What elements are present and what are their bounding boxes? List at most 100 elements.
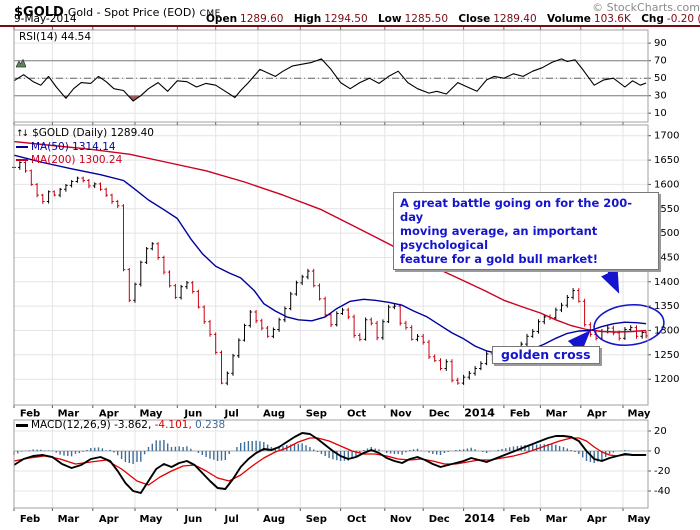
- xaxis-labels-middle: Feb Mar Apr May Jun Jul Aug Sep Oct Nov Dec 2014 Feb…: [20, 407, 651, 420]
- svg-text:Jul: Jul: [224, 409, 239, 420]
- svg-text:Apr: Apr: [99, 514, 119, 525]
- svg-text:Mar: Mar: [58, 409, 80, 420]
- golden-cross-box: golden cross: [492, 346, 600, 364]
- svg-text:-40: -40: [654, 486, 670, 497]
- price-legend-title: $GOLD (Daily): [32, 127, 108, 139]
- price-legend-row: ↑↓ $GOLD (Daily) 1289.40: [16, 127, 154, 141]
- signal-value: -4.101,: [154, 419, 192, 431]
- rsi-panel: 90 70 50 30 10: [13, 27, 667, 125]
- svg-text:Dec: Dec: [429, 514, 450, 525]
- svg-text:1450: 1450: [654, 253, 679, 264]
- svg-text:90: 90: [654, 38, 667, 49]
- svg-text:-20: -20: [654, 466, 670, 477]
- svg-text:Oct: Oct: [347, 514, 366, 525]
- quote-volume: Volume 103.6K: [547, 13, 631, 25]
- svg-text:1700: 1700: [654, 131, 679, 142]
- svg-text:1550: 1550: [654, 204, 679, 215]
- battle-annotation-box: A great battle going on for the 200-day …: [393, 192, 659, 270]
- svg-text:Jun: Jun: [183, 514, 202, 525]
- quote-low: Low 1285.50: [377, 13, 448, 25]
- battle-annotation-line3: feature for a gold bull market!: [400, 252, 598, 266]
- svg-text:Apr: Apr: [587, 514, 607, 525]
- symbol-label: $GOLD: [14, 5, 64, 20]
- battle-annotation-line2: moving average, an important psychologic…: [400, 224, 598, 252]
- svg-text:2014: 2014: [464, 512, 495, 525]
- svg-text:Nov: Nov: [390, 409, 412, 420]
- header-divider: [0, 25, 700, 27]
- svg-text:Apr: Apr: [587, 409, 607, 420]
- ma50-legend-row: MA(50) 1314.14: [16, 141, 154, 154]
- svg-text:Jun: Jun: [183, 409, 202, 420]
- svg-text:Mar: Mar: [546, 514, 568, 525]
- svg-text:1400: 1400: [654, 277, 679, 288]
- quote-close: Close 1289.40: [458, 13, 537, 25]
- copyright-text: © StockCharts.com: [592, 1, 700, 14]
- svg-text:1350: 1350: [654, 301, 679, 312]
- chart-canvas: 90 70 50 30 10 1200 1250 1300 1350 1400 1450 1500 15…: [12, 27, 679, 525]
- macd-value: -3.862,: [114, 419, 152, 431]
- ohlc-quote: Open 1289.60 High 1294.50 Low 1285.50 Close…: [199, 13, 700, 25]
- quote-high: High 1294.50: [293, 13, 368, 25]
- rsi-legend: RSI(14) 44.54: [16, 31, 92, 68]
- svg-text:1250: 1250: [654, 350, 679, 361]
- price-legend: ↑↓ $GOLD (Daily) 1289.40 MA(50) 1314.14 M…: [16, 127, 154, 167]
- price-legend-value: 1289.40: [110, 127, 154, 139]
- svg-text:70: 70: [654, 56, 667, 67]
- symbol-name: Gold - Spot Price (EOD): [67, 6, 196, 19]
- xaxis-labels-bottom: Feb Mar Apr May Jun Jul Aug Sep Oct Nov Dec 2014 Feb…: [20, 512, 651, 525]
- svg-text:Sep: Sep: [306, 409, 327, 420]
- ma200-legend-row: MA(200) 1300.24: [16, 154, 154, 167]
- exchange-label: CME: [199, 9, 221, 19]
- svg-text:20: 20: [654, 426, 667, 437]
- svg-text:Feb: Feb: [20, 409, 40, 420]
- macd-legend: MACD(12,26,9) -3.862, -4.101, 0.238: [16, 419, 225, 432]
- svg-text:May: May: [628, 514, 651, 525]
- svg-text:Feb: Feb: [510, 409, 530, 420]
- svg-text:May: May: [140, 409, 163, 420]
- quote-row: 9-May-2014 Open 1289.60 High 1294.50 Low 12…: [14, 13, 700, 25]
- svg-text:Mar: Mar: [58, 514, 80, 525]
- svg-text:1200: 1200: [654, 374, 679, 385]
- rsi-legend-value: 44.54: [60, 31, 92, 43]
- hist-value: 0.238: [195, 419, 226, 431]
- svg-text:50: 50: [654, 73, 667, 84]
- updown-arrows-icon: ↑↓: [16, 129, 29, 139]
- svg-text:Nov: Nov: [390, 514, 412, 525]
- svg-text:2014: 2014: [464, 407, 495, 420]
- battle-ellipse: [593, 303, 665, 347]
- svg-text:May: May: [628, 409, 651, 420]
- svg-text:0: 0: [654, 446, 660, 457]
- svg-text:Aug: Aug: [263, 409, 285, 420]
- svg-text:1600: 1600: [654, 179, 679, 190]
- svg-text:Dec: Dec: [429, 409, 450, 420]
- svg-text:Apr: Apr: [99, 409, 119, 420]
- golden-cross-label: golden cross: [501, 347, 591, 362]
- ma200-swatch-icon: [16, 159, 28, 161]
- battle-annotation-line1: A great battle going on for the 200-day: [400, 196, 633, 224]
- svg-text:Sep: Sep: [306, 514, 327, 525]
- svg-text:Aug: Aug: [263, 514, 285, 525]
- svg-text:Oct: Oct: [347, 409, 366, 420]
- macd-swatch-icon: [16, 423, 28, 427]
- svg-text:10: 10: [654, 108, 667, 119]
- svg-text:May: May: [140, 514, 163, 525]
- svg-text:Feb: Feb: [20, 514, 40, 525]
- svg-text:Mar: Mar: [546, 409, 568, 420]
- macd-panel: 20 0 -20 -40: [13, 419, 670, 511]
- title-row: $GOLD Gold - Spot Price (EOD) CME: [14, 1, 686, 20]
- macd-legend-title: MACD(12,26,9): [31, 419, 111, 431]
- quote-open: Open 1289.60: [206, 13, 284, 25]
- svg-text:1300: 1300: [654, 326, 679, 337]
- chart-header: $GOLD Gold - Spot Price (EOD) CME © StockC…: [0, 0, 700, 27]
- ma50-swatch-icon: [16, 146, 28, 148]
- rsi-legend-title: RSI(14): [19, 31, 58, 43]
- quote-change: Chg-0.20 (-0.02%): [641, 13, 700, 25]
- quote-date: 9-May-2014: [14, 13, 77, 25]
- ma50-legend-text: MA(50) 1314.14: [31, 141, 116, 153]
- svg-text:30: 30: [654, 91, 667, 102]
- svg-text:Jul: Jul: [224, 514, 239, 525]
- svg-text:1650: 1650: [654, 155, 679, 166]
- ma200-legend-text: MA(200) 1300.24: [31, 154, 123, 166]
- svg-text:Feb: Feb: [510, 514, 530, 525]
